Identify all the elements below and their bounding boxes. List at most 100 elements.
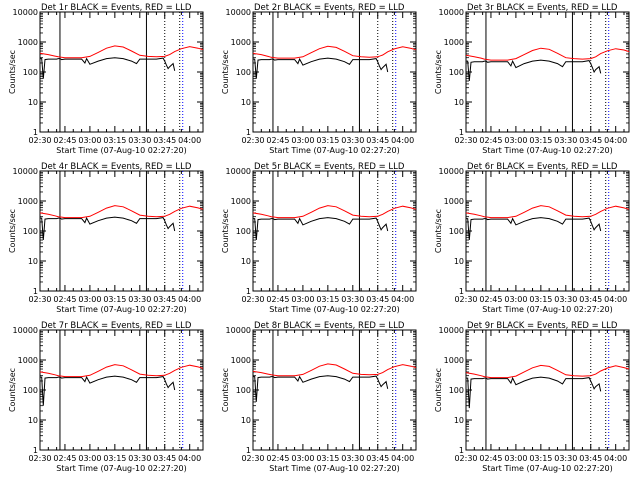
chart-5-xtick-label: 03:00 (291, 295, 314, 304)
chart-9-xlabel: Start Time (07-Aug-10 02:27:20) (482, 464, 613, 473)
chart-2-title: Det 2r BLACK = Events, RED = LLD (254, 3, 405, 13)
chart-8-xtick-label: 02:45 (266, 454, 289, 463)
chart-3-xlabel: Start Time (07-Aug-10 02:27:20) (482, 146, 613, 155)
chart-7-xtick-label: 03:30 (128, 454, 151, 463)
chart-5-xtick-label: 03:30 (341, 295, 364, 304)
chart-6-ytick-label: 1 (459, 287, 464, 296)
chart-9-title: Det 9r BLACK = Events, RED = LLD (467, 321, 618, 331)
chart-7-ytick-label: 1000 (18, 356, 38, 365)
chart-2-ytick-label: 10000 (226, 8, 251, 17)
chart-6-ytick-label: 10000 (439, 167, 464, 176)
chart-2-xtick-label: 03:30 (341, 136, 364, 145)
chart-4-xtick-label: 03:45 (153, 295, 176, 304)
chart-9-ytick-label: 1000 (444, 356, 464, 365)
chart-6-events-line (466, 217, 602, 241)
chart-8-frame (252, 329, 417, 451)
chart-9-xtick-label: 03:30 (554, 454, 577, 463)
chart-3-xtick-label: 02:30 (454, 136, 477, 145)
chart-8-events-line (253, 375, 389, 402)
chart-5-xtick-label: 02:45 (266, 295, 289, 304)
chart-1-xtick-label: 03:45 (153, 136, 176, 145)
chart-9-xtick-label: 03:00 (504, 454, 527, 463)
chart-3-ytick-label: 10000 (439, 8, 464, 17)
chart-7-ytick-label: 10000 (13, 326, 38, 335)
chart-3-ytick-label: 1 (459, 128, 464, 137)
chart-7-ylabel: Counts/sec (8, 368, 17, 412)
chart-2-lld-line (252, 45, 417, 59)
chart-9-ytick-label: 10000 (439, 326, 464, 335)
chart-3-events-line (466, 59, 602, 82)
chart-8-ytick-label: 10000 (226, 326, 251, 335)
chart-6-ytick-label: 100 (449, 227, 464, 236)
chart-9-xtick-label: 03:15 (529, 454, 552, 463)
chart-1-xtick-label: 03:00 (78, 136, 101, 145)
chart-6-ylabel: Counts/sec (434, 209, 443, 253)
chart-6-xtick-label: 04:00 (604, 295, 627, 304)
chart-5-xtick-label: 04:00 (391, 295, 414, 304)
chart-8-xtick-label: 03:45 (366, 454, 389, 463)
chart-8-xtick-label: 03:00 (291, 454, 314, 463)
chart-9-xtick-label: 02:45 (479, 454, 502, 463)
chart-8-ytick-label: 100 (236, 386, 251, 395)
chart-7-xtick-label: 03:45 (153, 454, 176, 463)
chart-8-xtick-label: 03:30 (341, 454, 364, 463)
chart-4-lld-line (39, 205, 204, 219)
chart-7-lld-line (39, 364, 204, 378)
chart-4-xtick-label: 03:00 (78, 295, 101, 304)
chart-3-xtick-label: 03:15 (529, 136, 552, 145)
chart-7-ytick-label: 1 (33, 446, 38, 455)
chart-2-xlabel: Start Time (07-Aug-10 02:27:20) (269, 146, 400, 155)
chart-2-xtick-label: 02:30 (241, 136, 264, 145)
chart-3-lld-line (465, 47, 630, 61)
chart-8-lld-line (252, 363, 417, 377)
chart-2-ytick-label: 1 (246, 128, 251, 137)
chart-6-title: Det 6r BLACK = Events, RED = LLD (467, 162, 618, 172)
chart-6-xlabel: Start Time (07-Aug-10 02:27:20) (482, 305, 613, 314)
chart-2-events-line (253, 57, 389, 79)
chart-5-title: Det 5r BLACK = Events, RED = LLD (254, 162, 405, 172)
chart-1-ytick-label: 1 (33, 128, 38, 137)
chart-5-ytick-label: 1 (246, 287, 251, 296)
chart-5-xtick-label: 03:45 (366, 295, 389, 304)
chart-9-events-line (466, 376, 602, 409)
chart-1-xtick-label: 02:30 (28, 136, 51, 145)
chart-1-xtick-label: 03:15 (103, 136, 126, 145)
chart-5-xtick-label: 03:15 (316, 295, 339, 304)
chart-8-ytick-label: 1 (246, 446, 251, 455)
chart-3-xtick-label: 04:00 (604, 136, 627, 145)
chart-3-frame (465, 11, 630, 133)
chart-4-ytick-label: 10000 (13, 167, 38, 176)
chart-2-ytick-label: 100 (236, 68, 251, 77)
chart-1-xtick-label: 02:45 (53, 136, 76, 145)
chart-2-xtick-label: 03:00 (291, 136, 314, 145)
chart-3-ytick-label: 10 (454, 98, 464, 107)
chart-6-xtick-label: 03:00 (504, 295, 527, 304)
chart-1-title: Det 1r BLACK = Events, RED = LLD (41, 3, 192, 13)
chart-9-xtick-label: 02:30 (454, 454, 477, 463)
chart-9-xtick-label: 04:00 (604, 454, 627, 463)
chart-7-xlabel: Start Time (07-Aug-10 02:27:20) (56, 464, 187, 473)
chart-1-ytick-label: 1000 (18, 38, 38, 47)
chart-8-ytick-label: 1000 (231, 356, 251, 365)
chart-4-frame (39, 170, 204, 292)
chart-9-xtick-label: 03:45 (579, 454, 602, 463)
chart-5-lld-line (252, 205, 417, 219)
chart-2-xtick-label: 02:45 (266, 136, 289, 145)
chart-1-lld-line (39, 45, 204, 59)
chart-6-xtick-label: 02:30 (454, 295, 477, 304)
chart-6-xtick-label: 03:45 (579, 295, 602, 304)
chart-5-frame (252, 170, 417, 292)
chart-4-xtick-label: 04:00 (178, 295, 201, 304)
chart-3-xtick-label: 03:00 (504, 136, 527, 145)
chart-3-xtick-label: 02:45 (479, 136, 502, 145)
chart-3-ytick-label: 100 (449, 68, 464, 77)
chart-2-ytick-label: 1000 (231, 38, 251, 47)
chart-7-ytick-label: 10 (28, 416, 38, 425)
chart-8-xlabel: Start Time (07-Aug-10 02:27:20) (269, 464, 400, 473)
chart-6-ytick-label: 1000 (444, 197, 464, 206)
chart-8-xtick-label: 03:15 (316, 454, 339, 463)
chart-9-ylabel: Counts/sec (434, 368, 443, 412)
chart-5-ytick-label: 10000 (226, 167, 251, 176)
chart-1-ytick-label: 10000 (13, 8, 38, 17)
